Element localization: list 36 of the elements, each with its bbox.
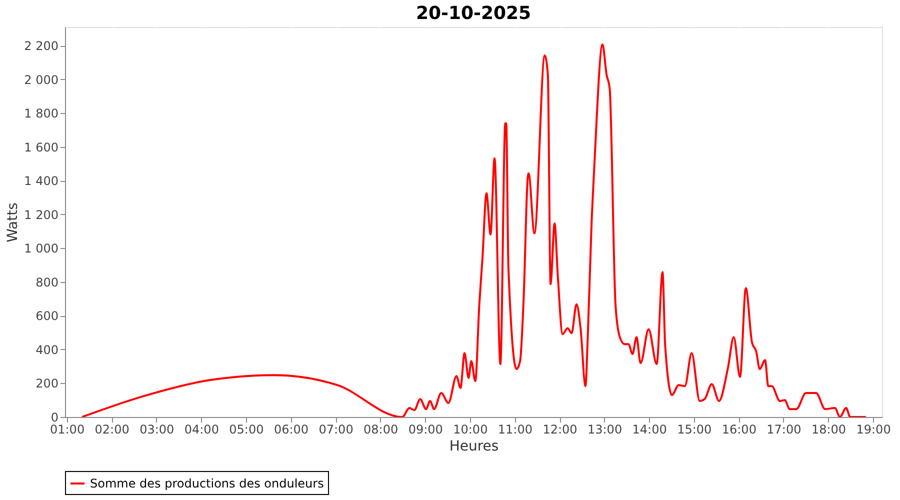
x-tick-label: 05:00 xyxy=(229,422,264,436)
y-tick-label: 0 xyxy=(50,410,58,424)
y-tick-label: 1 200 xyxy=(24,208,58,222)
x-tick-label: 15:00 xyxy=(677,422,712,436)
x-tick-label: 10:00 xyxy=(453,422,488,436)
y-tick-label: 1 600 xyxy=(24,140,58,154)
x-tick-label: 06:00 xyxy=(274,422,309,436)
x-tick-label: 14:00 xyxy=(632,422,667,436)
legend-label: Somme des productions des onduleurs xyxy=(90,476,324,490)
y-tick-label: 2 200 xyxy=(24,39,58,54)
y-tick-label: 1 000 xyxy=(24,242,58,256)
chart-title: 20-10-2025 xyxy=(416,3,532,24)
x-tick-label: 11:00 xyxy=(498,422,533,436)
x-tick-label: 13:00 xyxy=(587,422,622,436)
x-axis-title: Heures xyxy=(449,438,499,454)
y-axis-title: Watts xyxy=(5,202,22,242)
y-tick-label: 1 400 xyxy=(24,174,58,188)
x-tick-label: 03:00 xyxy=(140,422,174,436)
x-tick-label: 09:00 xyxy=(408,422,443,436)
line-series xyxy=(81,44,867,417)
x-tick-label: 16:00 xyxy=(722,422,756,436)
y-tick-label: 400 xyxy=(36,342,58,357)
x-tick-label: 18:00 xyxy=(811,422,846,436)
x-tick-label: 08:00 xyxy=(364,422,398,436)
y-tick-label: 200 xyxy=(36,376,58,391)
y-tick-label: 1 800 xyxy=(24,106,58,121)
x-tick-label: 19:00 xyxy=(856,422,891,436)
y-tick-label: 2 000 xyxy=(24,72,58,87)
x-tick-label: 17:00 xyxy=(766,422,802,436)
y-tick-label: 600 xyxy=(36,309,58,324)
x-tick-label: 12:00 xyxy=(542,422,578,436)
x-tick-label: 02:00 xyxy=(94,422,130,436)
x-tick-label: 04:00 xyxy=(184,422,219,436)
x-tick-label: 01:00 xyxy=(50,422,85,436)
y-tick-label: 800 xyxy=(36,275,58,290)
x-tick-label: 07:00 xyxy=(318,422,354,436)
